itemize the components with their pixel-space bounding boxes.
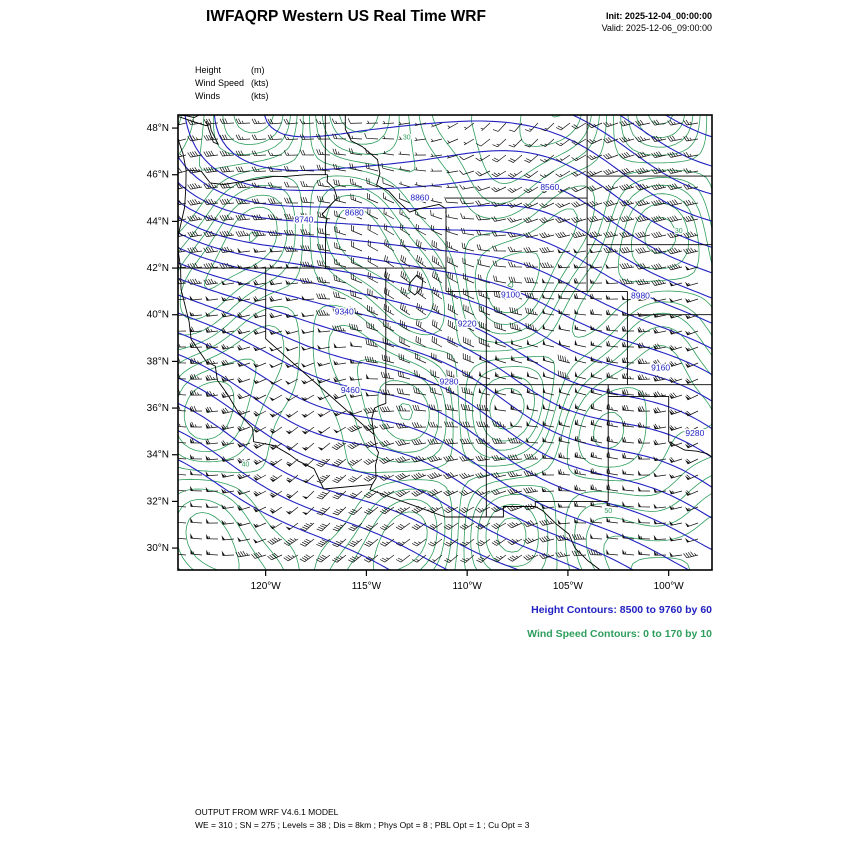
lat-tick-label: 44°N xyxy=(147,216,169,227)
lon-tick-label: 110°W xyxy=(452,581,482,592)
height-contour-caption: Height Contours: 8500 to 9760 by 60 xyxy=(531,604,712,616)
height-contour-label: 9220 xyxy=(458,318,477,328)
wind-speed-contour xyxy=(497,115,674,553)
height-contour-label: 9160 xyxy=(651,363,670,373)
model-footer: OUTPUT FROM WRF V4.6.1 MODEL WE = 310 ; … xyxy=(195,806,529,831)
legend-row-height: Height (m) xyxy=(195,64,269,77)
wind-speed-contour xyxy=(183,115,689,570)
height-contour-label: 9100 xyxy=(501,290,520,300)
height-contour xyxy=(178,332,690,570)
lat-tick-label: 42°N xyxy=(147,263,169,274)
wrf-forecast-map: 8740 8680 8860 8560 9100 8980 9340 9220 9280 9160… xyxy=(147,114,713,592)
height-contour xyxy=(178,156,712,299)
legend-windspeed-unit: (kts) xyxy=(251,78,269,88)
legend-height-label: Height xyxy=(195,65,222,75)
wind-speed-contour xyxy=(185,115,694,570)
lat-tick-label: 36°N xyxy=(147,403,169,414)
wind-speed-contour-label: 50 xyxy=(604,508,612,515)
legend-row-winds: Winds (kts) xyxy=(195,90,269,103)
run-times: Init: 2025-12-04_00:00:00 Valid: 2025-12… xyxy=(602,10,712,34)
height-contour-label: 8740 xyxy=(294,215,313,225)
height-contour xyxy=(178,200,712,350)
height-contour-label: 8680 xyxy=(345,208,364,218)
height-contour-label: 8860 xyxy=(410,192,429,202)
height-contour xyxy=(178,430,449,570)
variable-legend: Height (m) Wind Speed (kts) Winds (kts) xyxy=(195,64,269,103)
height-contour-label: 9460 xyxy=(341,385,360,395)
wind-speed-contour xyxy=(178,115,712,570)
height-contour xyxy=(184,115,712,274)
wind-barb-pennants-path xyxy=(189,247,690,557)
valid-time: Valid: 2025-12-06_09:00:00 xyxy=(601,23,712,33)
wind-speed-contour-label: 30 xyxy=(403,135,411,142)
height-contour xyxy=(213,115,712,248)
height-contour xyxy=(178,312,712,551)
lat-tick-label: 48°N xyxy=(147,123,169,134)
legend-row-windspeed: Wind Speed (kts) xyxy=(195,77,269,90)
height-contour xyxy=(178,294,712,519)
lon-tick-label: 105°W xyxy=(553,581,584,592)
wind-speed-contour-layer xyxy=(178,115,712,570)
height-contour-label: 8980 xyxy=(631,290,650,300)
lat-tick-label: 40°N xyxy=(147,310,169,321)
wind-contour-caption: Wind Speed Contours: 0 to 170 by 10 xyxy=(527,628,712,640)
height-contour xyxy=(178,277,712,488)
height-contour-label: 9280 xyxy=(440,377,459,387)
lat-tick-label: 34°N xyxy=(147,450,169,461)
legend-winds-label: Winds xyxy=(195,91,221,101)
height-contour xyxy=(178,181,712,324)
map-axes-layer: 48°N 46°N 44°N 42°N 40°N 38°N 36°N 34°N 32°N 30°N… xyxy=(147,114,713,592)
map-frame xyxy=(177,114,713,571)
legend-height-unit: (m) xyxy=(251,65,265,75)
wind-barbs-path xyxy=(178,118,699,563)
wind-speed-contour xyxy=(178,115,700,570)
lat-tick-label: 38°N xyxy=(147,356,169,367)
height-contour-label: 8560 xyxy=(540,182,559,192)
height-contour-label: 9340 xyxy=(335,307,354,317)
lon-tick-label: 100°W xyxy=(654,581,685,592)
wind-speed-contour-label: 30 xyxy=(675,228,683,235)
height-contour-layer xyxy=(178,115,712,570)
height-contour xyxy=(665,115,712,138)
legend-winds-unit: (kts) xyxy=(251,91,269,101)
lat-tick-label: 32°N xyxy=(147,496,169,507)
init-time: Init: 2025-12-04_00:00:00 xyxy=(605,11,712,21)
page-title: IWFAQRP Western US Real Time WRF xyxy=(206,8,486,25)
footer-model-version: OUTPUT FROM WRF V4.6.1 MODEL xyxy=(195,807,339,817)
height-contour-label: 9280 xyxy=(685,428,704,438)
lon-tick-label: 115°W xyxy=(352,581,382,592)
height-contour xyxy=(178,459,391,570)
height-contour xyxy=(178,247,712,430)
footer-model-params: WE = 310 ; SN = 275 ; Levels = 38 ; Dis … xyxy=(195,819,530,830)
wind-barbs-layer xyxy=(178,118,699,563)
contour-labels-layer: 8740 8680 8860 8560 9100 8980 9340 9220 9280 9160… xyxy=(240,133,706,516)
lon-tick-label: 120°W xyxy=(251,581,282,592)
wind-speed-contour-label: 40 xyxy=(242,461,250,468)
wind-speed-contour xyxy=(178,115,712,570)
lat-tick-label: 46°N xyxy=(147,170,169,181)
legend-windspeed-label: Wind Speed xyxy=(195,78,245,88)
lat-tick-label: 30°N xyxy=(147,543,169,554)
